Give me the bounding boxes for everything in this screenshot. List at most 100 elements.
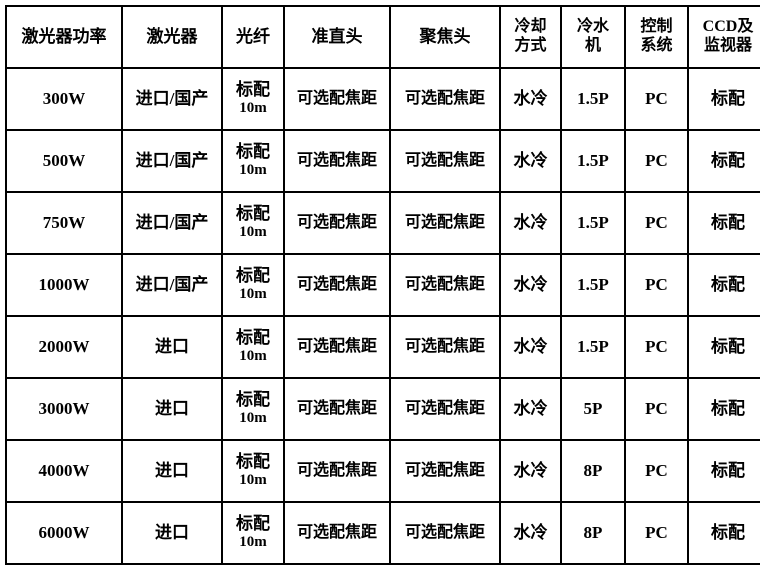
column-header-control-line1: 控制 xyxy=(640,18,673,36)
cell-power-value: 4000W xyxy=(38,460,90,480)
cell-ccd-value: 标配 xyxy=(711,336,745,356)
column-header-laser: 激光器 xyxy=(121,5,223,69)
table-row: 2000W 进口 标配 10m 可选配焦距 可选配焦距 水冷 1.5P PC 标配 xyxy=(5,315,760,379)
column-header-chiller-label: 冷水 机 xyxy=(563,18,623,56)
cell-cooling: 水冷 xyxy=(499,377,562,441)
cell-chiller-value: 8P xyxy=(583,522,603,542)
cell-power: 3000W xyxy=(5,377,123,441)
cell-control-value: PC xyxy=(645,88,668,108)
column-header-collimator: 准直头 xyxy=(283,5,391,69)
column-header-control-line2: 系统 xyxy=(640,37,673,54)
cell-fiber-line1: 标配 xyxy=(236,80,270,100)
cell-collimator: 可选配焦距 xyxy=(283,253,391,317)
cell-ccd: 标配 xyxy=(687,501,760,565)
cell-fiber-line1: 标配 xyxy=(236,266,270,286)
cell-chiller-value: 1.5P xyxy=(577,88,609,108)
cell-focus-head-value: 可选配焦距 xyxy=(404,461,485,479)
cell-cooling: 水冷 xyxy=(499,129,562,193)
cell-ccd-value: 标配 xyxy=(711,212,745,232)
column-header-focus-head-label: 聚焦头 xyxy=(419,26,471,46)
cell-fiber-line2: 10m xyxy=(239,348,267,365)
table-row: 6000W 进口 标配 10m 可选配焦距 可选配焦距 水冷 8P PC 标配 xyxy=(5,501,760,565)
cell-power-value: 500W xyxy=(42,150,86,170)
cell-fiber-line2: 10m xyxy=(239,286,267,303)
cell-fiber-line1: 标配 xyxy=(236,142,270,162)
cell-fiber: 标配 10m xyxy=(221,439,285,503)
cell-chiller: 1.5P xyxy=(560,191,626,255)
cell-power: 750W xyxy=(5,191,123,255)
column-header-ccd-line1: CCD及 xyxy=(702,18,754,36)
cell-focus-head-value: 可选配焦距 xyxy=(404,151,485,169)
cell-power: 500W xyxy=(5,129,123,193)
cell-focus-head: 可选配焦距 xyxy=(389,439,501,503)
cell-chiller-value: 1.5P xyxy=(577,274,609,294)
cell-control: PC xyxy=(624,129,689,193)
cell-fiber-line1: 标配 xyxy=(236,328,270,348)
cell-control-value: PC xyxy=(645,212,668,232)
cell-collimator-value: 可选配焦距 xyxy=(296,461,377,479)
cell-collimator: 可选配焦距 xyxy=(283,67,391,131)
cell-chiller: 1.5P xyxy=(560,315,626,379)
cell-power: 4000W xyxy=(5,439,123,503)
cell-laser: 进口/国产 xyxy=(121,253,223,317)
cell-control-value: PC xyxy=(645,336,668,356)
cell-collimator: 可选配焦距 xyxy=(283,191,391,255)
cell-control: PC xyxy=(624,501,689,565)
cell-laser-value: 进口 xyxy=(155,398,189,418)
cell-power-value: 300W xyxy=(42,88,86,108)
column-header-chiller-line1: 冷水 xyxy=(576,18,609,36)
table-body: 300W 进口/国产 标配 10m 可选配焦距 可选配焦距 水冷 1.5P PC 标配 500W 进口… xyxy=(5,67,760,565)
table-row: 300W 进口/国产 标配 10m 可选配焦距 可选配焦距 水冷 1.5P PC 标配 xyxy=(5,67,760,131)
cell-laser-value: 进口/国产 xyxy=(135,212,209,232)
cell-fiber: 标配 10m xyxy=(221,191,285,255)
cell-fiber: 标配 10m xyxy=(221,315,285,379)
cell-laser: 进口/国产 xyxy=(121,191,223,255)
cell-chiller: 8P xyxy=(560,501,626,565)
cell-laser: 进口 xyxy=(121,501,223,565)
cell-focus-head-value: 可选配焦距 xyxy=(404,337,485,355)
cell-fiber-line1: 标配 xyxy=(236,452,270,472)
cell-laser: 进口 xyxy=(121,315,223,379)
cell-fiber: 标配 10m xyxy=(221,377,285,441)
table-row: 500W 进口/国产 标配 10m 可选配焦距 可选配焦距 水冷 1.5P PC 标配 xyxy=(5,129,760,193)
cell-collimator: 可选配焦距 xyxy=(283,501,391,565)
cell-fiber-lines: 标配 10m xyxy=(224,328,282,366)
cell-cooling-value: 水冷 xyxy=(513,212,548,232)
header-row: 激光器功率 激光器 光纤 准直头 聚焦头 冷却 方式 xyxy=(5,5,760,69)
column-header-control-label: 控制 系统 xyxy=(627,18,686,56)
cell-fiber: 标配 10m xyxy=(221,253,285,317)
cell-laser-value: 进口 xyxy=(155,522,189,542)
cell-collimator-value: 可选配焦距 xyxy=(296,89,377,107)
cell-control: PC xyxy=(624,315,689,379)
cell-ccd: 标配 xyxy=(687,191,760,255)
cell-fiber-line2: 10m xyxy=(239,162,267,179)
cell-cooling-value: 水冷 xyxy=(513,460,548,480)
column-header-control: 控制 系统 xyxy=(624,5,689,69)
column-header-chiller-line2: 机 xyxy=(584,37,601,54)
column-header-focus-head: 聚焦头 xyxy=(389,5,501,69)
column-header-ccd-line2: 监视器 xyxy=(703,37,752,54)
cell-chiller: 1.5P xyxy=(560,67,626,131)
cell-fiber-lines: 标配 10m xyxy=(224,514,282,552)
table-row: 4000W 进口 标配 10m 可选配焦距 可选配焦距 水冷 8P PC 标配 xyxy=(5,439,760,503)
cell-ccd: 标配 xyxy=(687,315,760,379)
cell-power-value: 750W xyxy=(42,212,86,232)
cell-collimator-value: 可选配焦距 xyxy=(296,151,377,169)
cell-ccd: 标配 xyxy=(687,377,760,441)
cell-collimator-value: 可选配焦距 xyxy=(296,523,377,541)
cell-cooling-value: 水冷 xyxy=(513,336,548,356)
cell-laser-value: 进口/国产 xyxy=(135,274,209,294)
cell-fiber-lines: 标配 10m xyxy=(224,452,282,490)
cell-collimator-value: 可选配焦距 xyxy=(296,275,377,293)
cell-laser-value: 进口/国产 xyxy=(135,88,209,108)
cell-fiber-lines: 标配 10m xyxy=(224,80,282,118)
table-row: 3000W 进口 标配 10m 可选配焦距 可选配焦距 水冷 5P PC 标配 xyxy=(5,377,760,441)
cell-laser-value: 进口 xyxy=(155,336,189,356)
cell-ccd-value: 标配 xyxy=(711,274,745,294)
cell-chiller: 5P xyxy=(560,377,626,441)
cell-focus-head-value: 可选配焦距 xyxy=(404,213,485,231)
cell-laser: 进口 xyxy=(121,377,223,441)
cell-fiber-lines: 标配 10m xyxy=(224,204,282,242)
cell-laser: 进口 xyxy=(121,439,223,503)
cell-chiller-value: 5P xyxy=(583,398,603,418)
